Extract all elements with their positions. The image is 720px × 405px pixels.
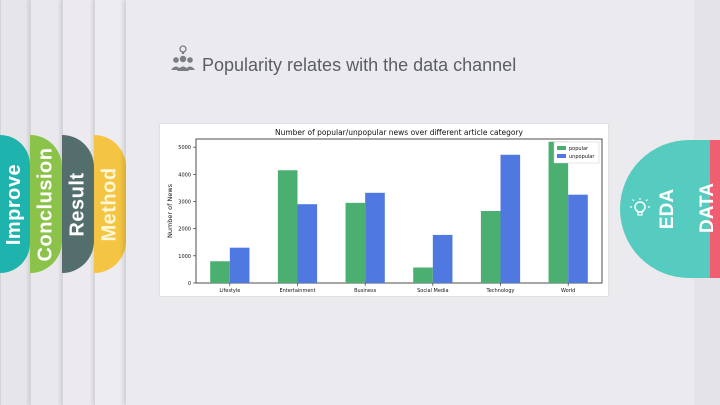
tab-method[interactable]: Method xyxy=(94,135,126,273)
slide-title: Popularity relates with the data channel xyxy=(202,55,517,75)
bar-unpopular xyxy=(297,204,318,283)
plot-area-frame xyxy=(195,138,603,284)
y-tick-label: 1000 xyxy=(178,254,191,260)
bar-unpopular xyxy=(229,247,250,283)
x-tick-label: World xyxy=(561,288,575,294)
tab-eda-label: EDA xyxy=(657,188,679,230)
people-idea-icon xyxy=(171,45,195,71)
bar-popular xyxy=(480,211,501,283)
y-tick-label: 0 xyxy=(188,281,191,287)
bar-popular xyxy=(413,267,433,283)
x-tick-label: Technology xyxy=(485,288,514,294)
legend-swatch xyxy=(557,154,566,158)
tab-conclusion[interactable]: Conclusion xyxy=(30,135,62,273)
tab-conclusion-label: Conclusion xyxy=(34,147,57,261)
bar-popular xyxy=(345,202,366,283)
x-tick-label: Lifestyle xyxy=(219,288,240,294)
bar-unpopular xyxy=(365,192,385,283)
bar-unpopular xyxy=(568,194,588,283)
tab-improve-label: Improve xyxy=(3,163,26,245)
tab-method-label: Method xyxy=(98,166,121,242)
bar-popular xyxy=(548,141,569,283)
chart-title: Number of popular/unpopular news over di… xyxy=(275,128,524,137)
legend-label: unpopular xyxy=(569,154,595,160)
tab-improve[interactable]: Improve xyxy=(0,135,30,273)
tab-result[interactable]: Result xyxy=(62,135,94,273)
bar-unpopular xyxy=(432,234,453,283)
legend-swatch xyxy=(557,146,566,150)
y-tick-label: 5000 xyxy=(178,145,191,151)
bar-unpopular xyxy=(500,154,521,283)
y-tick-label: 2000 xyxy=(178,227,191,233)
x-tick-label: Business xyxy=(354,288,376,294)
y-axis-label: Number of News xyxy=(166,183,174,238)
lightbulb-icon xyxy=(630,198,650,216)
bar-chart: Number of popular/unpopular news over di… xyxy=(166,128,603,294)
y-tick-label: 4000 xyxy=(178,172,191,178)
tab-data-label: DATA xyxy=(696,183,718,233)
x-tick-label: Social Media xyxy=(417,288,448,294)
bar-popular xyxy=(277,170,298,283)
legend-label: popular xyxy=(569,146,589,152)
bar-popular xyxy=(210,261,230,283)
tab-result-label: Result xyxy=(66,171,89,237)
x-tick-label: Entertainment xyxy=(279,288,315,294)
chart-image: Number of popular/unpopular news over di… xyxy=(159,123,609,297)
y-tick-label: 3000 xyxy=(178,199,191,205)
